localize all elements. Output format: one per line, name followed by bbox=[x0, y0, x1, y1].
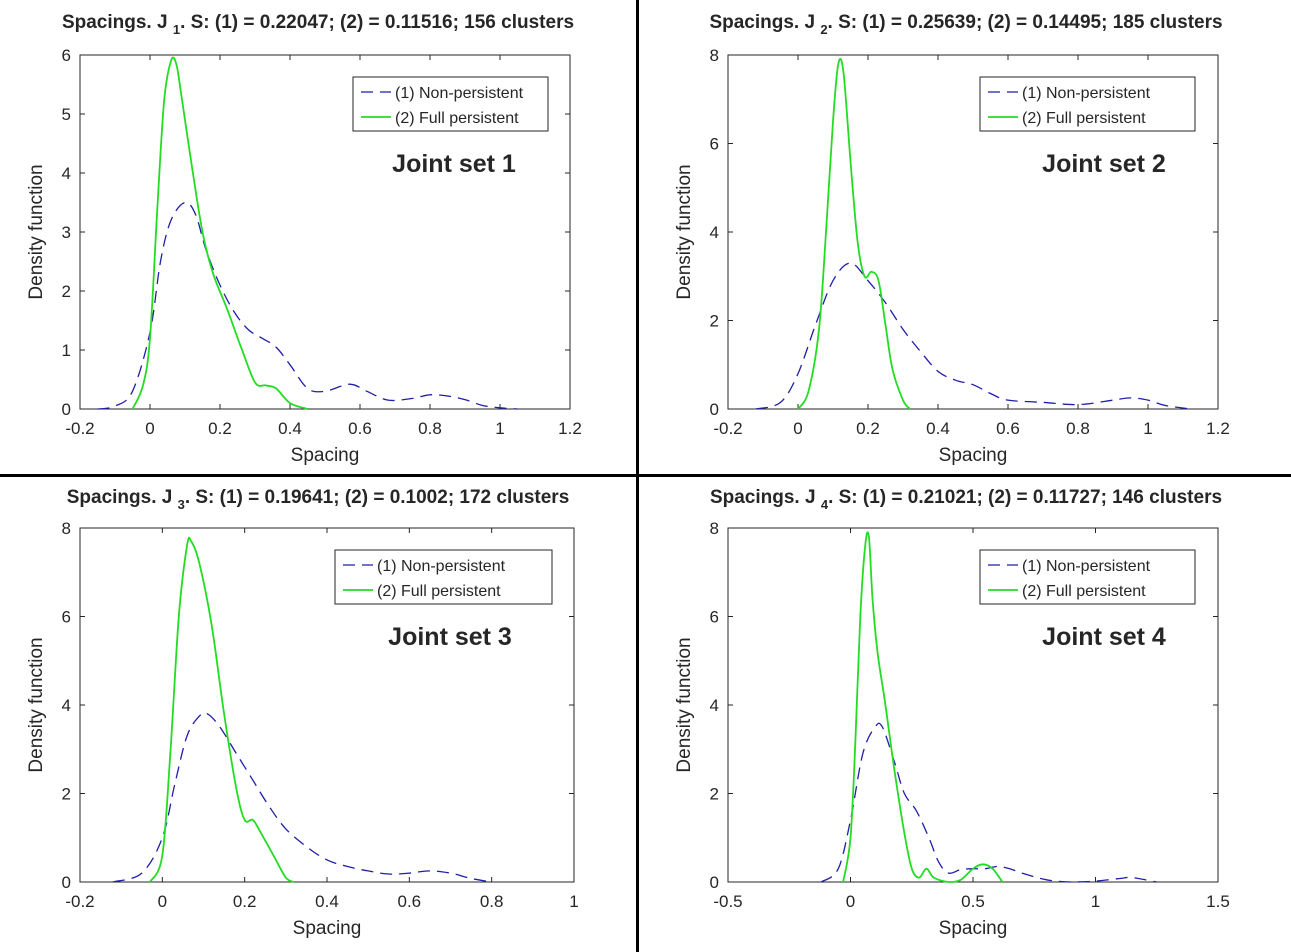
series-line-full-persistent bbox=[842, 531, 1004, 883]
x-tick-label: 0.8 bbox=[1066, 419, 1090, 438]
legend: (1) Non-persistent (2) Full persistent bbox=[334, 549, 553, 605]
x-tick-label: 1.2 bbox=[558, 419, 582, 438]
y-tick-label: 6 bbox=[62, 608, 71, 627]
chart-panel-3: Spacings. J 3. S: (1) = 0.19641; (2) = 0… bbox=[26, 487, 579, 939]
panel-divider-horizontal bbox=[0, 474, 1291, 477]
x-tick-label: 0 bbox=[846, 892, 855, 911]
x-tick-label: -0.5 bbox=[713, 892, 742, 911]
x-tick-label: 0.4 bbox=[315, 892, 339, 911]
y-axis-label: Density function bbox=[26, 637, 47, 772]
legend-label: (1) Non-persistent bbox=[377, 558, 506, 575]
y-tick-label: 2 bbox=[710, 785, 719, 804]
joint-set-annotation: Joint set 4 bbox=[1042, 623, 1166, 651]
x-tick-label: 1 bbox=[1091, 892, 1100, 911]
x-tick-label: 0.6 bbox=[348, 419, 372, 438]
legend: (1) Non-persistent (2) Full persistent bbox=[979, 549, 1196, 605]
x-tick-label: 0 bbox=[793, 419, 802, 438]
x-tick-label: 0.8 bbox=[480, 892, 504, 911]
x-tick-label: 0.4 bbox=[926, 419, 950, 438]
x-tick-label: 0.2 bbox=[856, 419, 880, 438]
y-tick-label: 2 bbox=[710, 312, 719, 331]
joint-set-annotation: Joint set 2 bbox=[1042, 150, 1166, 178]
series-line-non-persistent bbox=[97, 201, 518, 410]
x-tick-label: 0.2 bbox=[208, 419, 232, 438]
y-tick-label: 4 bbox=[710, 223, 719, 242]
legend-box bbox=[979, 549, 1196, 605]
x-tick-label: 0.8 bbox=[418, 419, 442, 438]
x-tick-label: 0.2 bbox=[233, 892, 257, 911]
y-axis-label: Density function bbox=[674, 637, 695, 772]
joint-set-annotation: Joint set 1 bbox=[392, 150, 516, 178]
legend-label: (2) Full persistent bbox=[1022, 583, 1146, 600]
chart-title: Spacings. J 3. S: (1) = 0.19641; (2) = 0… bbox=[67, 487, 570, 512]
x-tick-label: 0.6 bbox=[398, 892, 422, 911]
y-tick-label: 4 bbox=[710, 696, 719, 715]
series-line-full-persistent bbox=[149, 536, 295, 883]
x-tick-label: 1 bbox=[569, 892, 578, 911]
legend-label: (2) Full persistent bbox=[377, 583, 501, 600]
series-line-non-persistent bbox=[820, 722, 1157, 883]
y-axis-label: Density function bbox=[674, 164, 695, 299]
y-tick-label: 8 bbox=[710, 519, 719, 538]
series-line-full-persistent bbox=[797, 57, 911, 410]
x-tick-label: 0 bbox=[158, 892, 167, 911]
x-tick-label: 1.2 bbox=[1206, 419, 1230, 438]
x-tick-label: -0.2 bbox=[65, 892, 94, 911]
x-axis-label: Spacing bbox=[291, 445, 360, 466]
y-tick-label: 0 bbox=[710, 400, 719, 419]
series-line-full-persistent bbox=[131, 56, 308, 410]
y-axis-label: Density function bbox=[26, 164, 47, 299]
y-tick-label: 6 bbox=[710, 135, 719, 154]
chart-title: Spacings. J 4. S: (1) = 0.21021; (2) = 0… bbox=[710, 487, 1222, 512]
y-tick-label: 5 bbox=[62, 105, 71, 124]
chart-title: Spacings. J 1. S: (1) = 0.22047; (2) = 0… bbox=[62, 12, 574, 37]
x-tick-label: 0.5 bbox=[961, 892, 985, 911]
x-axis-label: Spacing bbox=[293, 918, 362, 939]
y-tick-label: 8 bbox=[62, 519, 71, 538]
x-tick-label: -0.2 bbox=[713, 419, 742, 438]
x-tick-label: 0 bbox=[145, 419, 154, 438]
y-tick-label: 6 bbox=[710, 608, 719, 627]
x-tick-label: 1.5 bbox=[1206, 892, 1230, 911]
y-tick-label: 0 bbox=[710, 873, 719, 892]
series-line-non-persistent bbox=[755, 262, 1191, 410]
x-tick-label: 1 bbox=[1143, 419, 1152, 438]
legend-box bbox=[979, 76, 1196, 132]
legend-label: (2) Full persistent bbox=[1022, 110, 1146, 127]
legend-box bbox=[334, 549, 553, 605]
x-tick-label: -0.2 bbox=[65, 419, 94, 438]
legend: (1) Non-persistent (2) Full persistent bbox=[979, 76, 1196, 132]
x-tick-label: 1 bbox=[495, 419, 504, 438]
x-axis-label: Spacing bbox=[939, 445, 1008, 466]
x-tick-label: 0.4 bbox=[278, 419, 302, 438]
legend-label: (1) Non-persistent bbox=[395, 85, 524, 102]
legend-label: (1) Non-persistent bbox=[1022, 85, 1151, 102]
y-tick-label: 1 bbox=[62, 341, 71, 360]
y-tick-label: 8 bbox=[710, 46, 719, 65]
legend: (1) Non-persistent (2) Full persistent bbox=[352, 76, 549, 132]
y-tick-label: 0 bbox=[62, 873, 71, 892]
joint-set-annotation: Joint set 3 bbox=[388, 623, 512, 651]
chart-panel-1: Spacings. J 1. S: (1) = 0.22047; (2) = 0… bbox=[26, 12, 582, 466]
chart-panel-2: Spacings. J 2. S: (1) = 0.25639; (2) = 0… bbox=[674, 12, 1230, 466]
legend-label: (2) Full persistent bbox=[395, 110, 519, 127]
series-line-non-persistent bbox=[112, 712, 492, 883]
chart-title: Spacings. J 2. S: (1) = 0.25639; (2) = 0… bbox=[709, 12, 1222, 37]
y-tick-label: 3 bbox=[62, 223, 71, 242]
y-tick-label: 2 bbox=[62, 282, 71, 301]
legend-box bbox=[352, 76, 549, 132]
y-tick-label: 4 bbox=[62, 696, 71, 715]
x-tick-label: 0.6 bbox=[996, 419, 1020, 438]
legend-label: (1) Non-persistent bbox=[1022, 558, 1151, 575]
y-tick-label: 4 bbox=[62, 164, 71, 183]
y-tick-label: 6 bbox=[62, 46, 71, 65]
x-axis-label: Spacing bbox=[939, 918, 1008, 939]
y-tick-label: 0 bbox=[62, 400, 71, 419]
chart-panel-4: Spacings. J 4. S: (1) = 0.21021; (2) = 0… bbox=[674, 487, 1230, 939]
y-tick-label: 2 bbox=[62, 785, 71, 804]
